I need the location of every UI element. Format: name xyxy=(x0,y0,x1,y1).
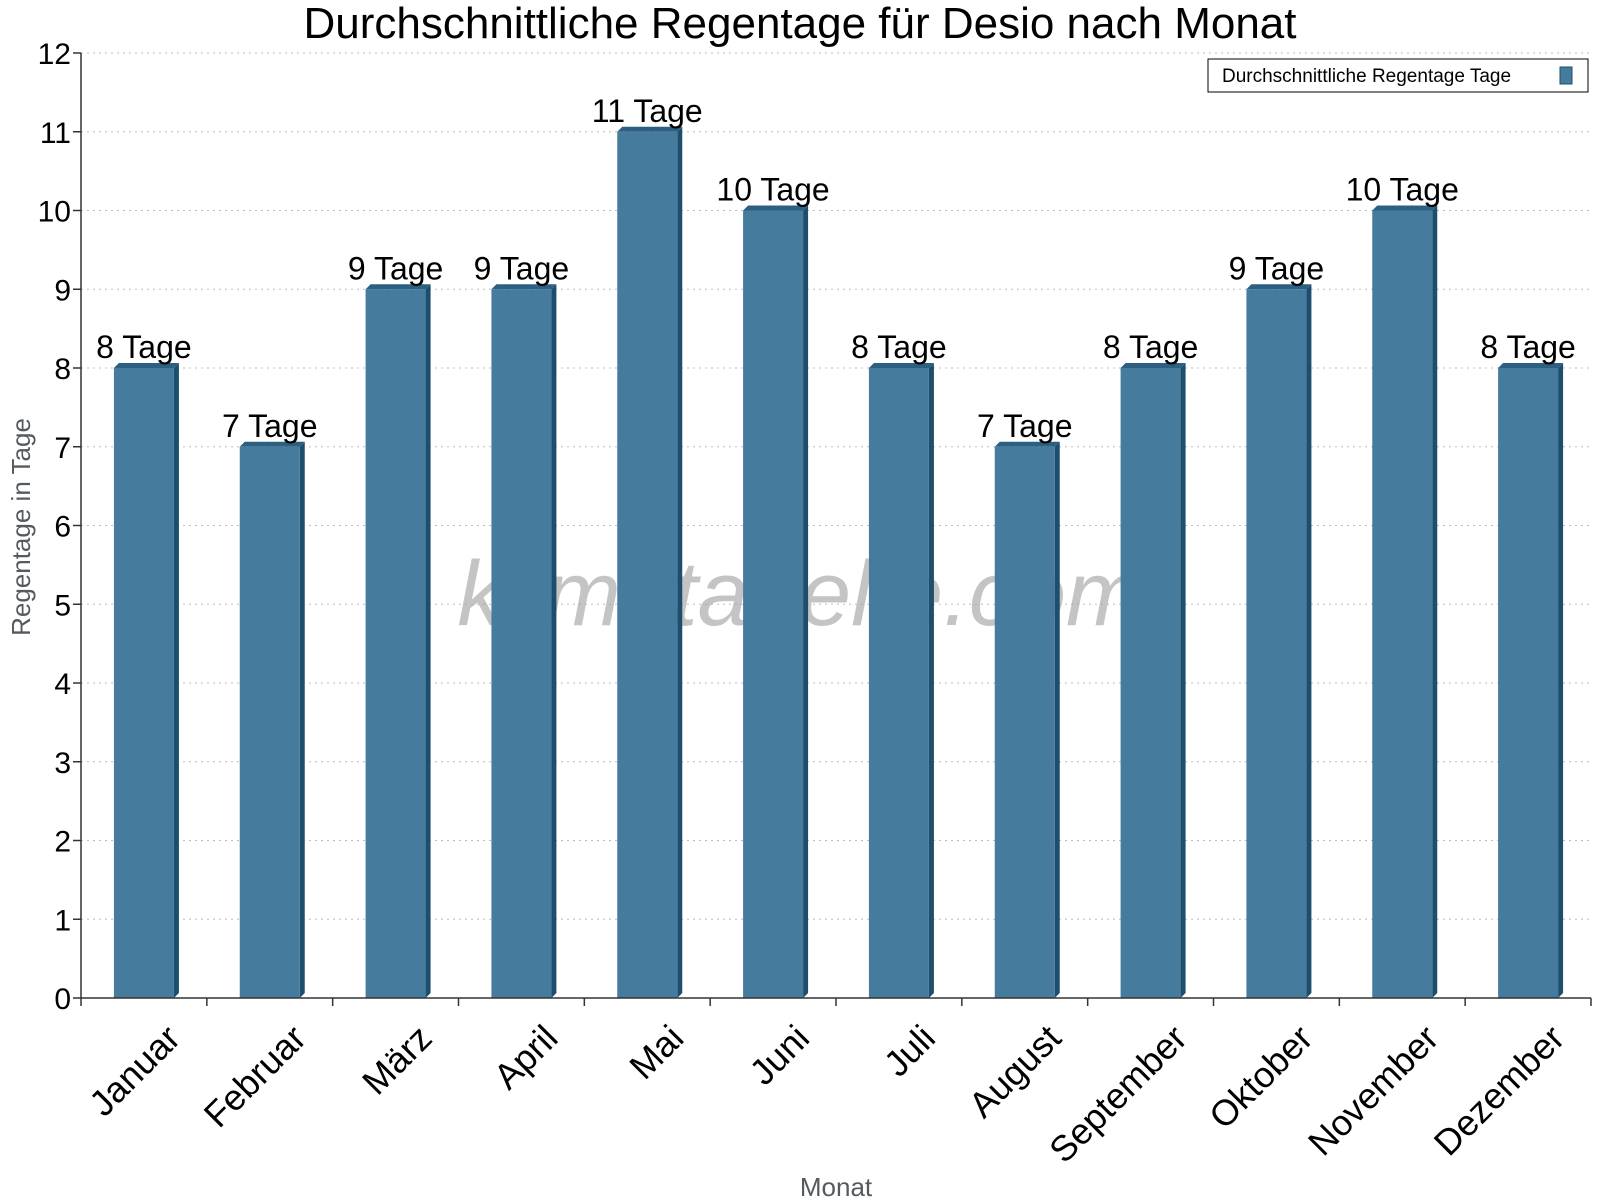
data-label: 7 Tage xyxy=(977,408,1073,444)
bar xyxy=(239,441,305,998)
chart-title: Durchschnittliche Regentage für Desio na… xyxy=(304,0,1297,48)
bar-top xyxy=(239,441,305,447)
bar-side xyxy=(677,126,683,998)
bar-face xyxy=(743,210,804,998)
bar-face xyxy=(1120,368,1181,998)
x-tick-label: November xyxy=(1300,1017,1446,1163)
data-label: 9 Tage xyxy=(348,250,444,286)
x-tick-label: Januar xyxy=(81,1017,188,1124)
bar-face xyxy=(113,368,174,998)
bar-face xyxy=(1246,289,1307,998)
bars xyxy=(113,126,1564,998)
data-label: 8 Tage xyxy=(1103,329,1199,365)
x-tick-labels: Januar Februar März April Mai Juni Juli AugustS… xyxy=(81,1017,1572,1171)
x-tick-label: Juni xyxy=(741,1017,817,1093)
data-label: 10 Tage xyxy=(716,172,829,208)
y-tick-label: 6 xyxy=(54,511,71,544)
legend: Durchschnittliche Regentage Tage xyxy=(1207,58,1589,93)
bar-side xyxy=(299,441,305,998)
bar xyxy=(491,284,557,998)
bar-top xyxy=(617,126,683,132)
bar-side xyxy=(551,284,557,998)
x-tick-label: Oktober xyxy=(1201,1017,1321,1137)
legend-box xyxy=(1207,58,1589,93)
data-label: 9 Tage xyxy=(1229,250,1325,286)
y-tick-label: 9 xyxy=(54,274,71,307)
y-tick-label: 3 xyxy=(54,747,71,780)
bar-top xyxy=(1498,363,1564,368)
y-tick-label: 7 xyxy=(54,432,71,465)
y-tick-label: 10 xyxy=(38,196,71,229)
bar-top xyxy=(1246,284,1312,290)
bar xyxy=(1246,284,1312,998)
x-tick-label: Juli xyxy=(876,1017,943,1084)
data-label: 7 Tage xyxy=(222,408,318,444)
bar-top xyxy=(743,205,809,211)
bar-face xyxy=(1498,368,1559,998)
y-tick-label: 11 xyxy=(40,117,71,150)
bar-face xyxy=(1372,210,1433,998)
bar-face xyxy=(365,289,426,998)
bar xyxy=(994,441,1060,998)
data-label: 8 Tage xyxy=(1480,329,1576,365)
bar-face xyxy=(491,289,552,998)
y-tick-label: 8 xyxy=(54,353,71,386)
bar-side xyxy=(425,284,431,998)
bar-top xyxy=(113,363,179,368)
y-tick-label: 5 xyxy=(54,589,71,622)
data-label: 11 Tage xyxy=(592,93,703,129)
bar xyxy=(113,363,179,998)
bar-top xyxy=(365,284,431,290)
y-tick-label: 1 xyxy=(54,904,71,937)
bar-face xyxy=(617,131,678,998)
bar-side xyxy=(173,363,179,998)
data-labels: 8 Tage 7 Tage 9 Tage 9 Tage 11 Tage 10 Tage 8 … xyxy=(96,93,1576,444)
data-label: 9 Tage xyxy=(474,250,570,286)
x-tick-label: Februar xyxy=(196,1017,314,1135)
x-tick-label: April xyxy=(486,1017,566,1097)
bar-face xyxy=(868,368,929,998)
data-label: 8 Tage xyxy=(96,329,192,365)
bar-side xyxy=(1180,363,1186,998)
bar-face xyxy=(994,446,1055,998)
bar-top xyxy=(491,284,557,290)
bar xyxy=(1498,363,1564,998)
bar-side xyxy=(1558,363,1564,998)
bar-top xyxy=(994,441,1060,447)
bar xyxy=(868,363,934,998)
bar xyxy=(365,284,431,998)
bar-side xyxy=(1432,205,1438,998)
bar-side xyxy=(928,363,934,998)
bar-face xyxy=(239,446,300,998)
x-tick-label: März xyxy=(354,1017,440,1103)
bar-top xyxy=(868,363,934,368)
data-label: 8 Tage xyxy=(851,329,947,365)
y-tick-label: 2 xyxy=(54,826,71,859)
y-tick-label: 4 xyxy=(54,668,71,701)
x-tick-label: Dezember xyxy=(1426,1017,1572,1163)
x-tick-label: August xyxy=(961,1017,1069,1125)
x-tick-label: Mai xyxy=(621,1017,691,1087)
bar-side xyxy=(1054,441,1060,998)
bar-top xyxy=(1120,363,1186,368)
bar-side xyxy=(1306,284,1312,998)
y-tick-label: 12 xyxy=(38,38,71,71)
axes xyxy=(73,52,1592,1006)
data-label: 10 Tage xyxy=(1346,172,1459,208)
bar xyxy=(1372,205,1438,998)
y-axis-label: Regentage in Tage xyxy=(6,418,36,636)
bar xyxy=(1120,363,1186,998)
bar xyxy=(617,126,683,998)
x-axis-label: Monat xyxy=(800,1172,873,1200)
x-tick-label: September xyxy=(1041,1017,1195,1171)
legend-swatch xyxy=(1559,66,1573,85)
bar xyxy=(743,205,809,998)
y-tick-label: 0 xyxy=(54,983,71,1016)
bar-top xyxy=(1372,205,1438,211)
legend-label: Durchschnittliche Regentage Tage xyxy=(1222,66,1511,87)
bar-side xyxy=(803,205,809,998)
